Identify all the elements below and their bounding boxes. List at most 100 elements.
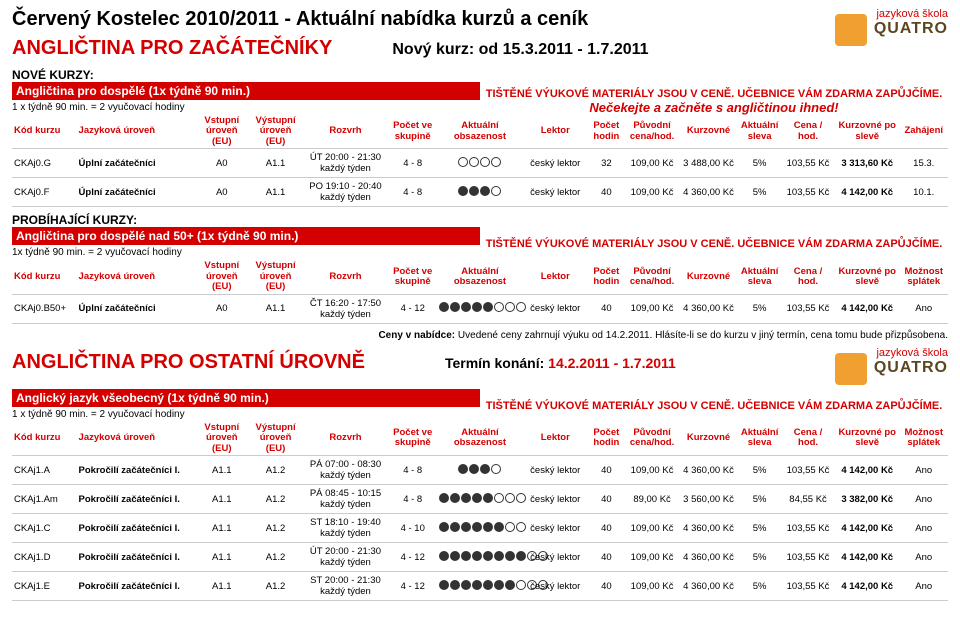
cell: 5% (738, 514, 781, 543)
section1-bar: Angličtina pro dospělé (1x týdně 90 min.… (12, 82, 480, 100)
cell: Pokročilí začátečníci I. (77, 456, 195, 485)
cell (437, 178, 523, 207)
col-header: Kurzovné (679, 260, 738, 294)
table-section1: Kód kurzuJazyková úroveňVstupní úroveň (… (12, 115, 948, 207)
term-pre: Termín konání: (445, 355, 548, 371)
cell: 4 - 12 (389, 543, 437, 572)
section3-msg1: TIŠTĚNÉ VÝUKOVÉ MATERIÁLY JSOU V CENĚ. U… (480, 400, 948, 412)
cell: český lektor (523, 149, 588, 178)
cell: 4 360,00 Kč (679, 178, 738, 207)
cell: 4 - 12 (389, 572, 437, 601)
col-header: Výstupní úroveň (EU) (249, 422, 303, 456)
table-row: CKAj0.GÚplní začátečníciA0A1.1ÚT 20:00 -… (12, 149, 948, 178)
cell: A1.1 (249, 294, 303, 323)
cell: 40 (588, 178, 626, 207)
cell: Ano (899, 456, 948, 485)
cell: český lektor (523, 485, 588, 514)
cell: 4 360,00 Kč (679, 514, 738, 543)
col-header: Vstupní úroveň (EU) (195, 260, 249, 294)
cell: A1.2 (249, 514, 303, 543)
table-row: CKAj1.EPokročilí začátečníci I.A1.1A1.2S… (12, 572, 948, 601)
section2-label: PROBÍHAJÍCÍ KURZY: (12, 213, 948, 227)
cell: 109,00 Kč (625, 514, 679, 543)
col-header: Možnost splátek (899, 422, 948, 456)
cell: 5% (738, 543, 781, 572)
cell: 4 360,00 Kč (679, 294, 738, 323)
col-header: Vstupní úroveň (EU) (195, 115, 249, 149)
cell: ÚT 20:00 - 21:30 každý týden (302, 543, 388, 572)
col-header: Původní cena/hod. (625, 115, 679, 149)
table-row: CKAj1.AmPokročilí začátečníci I.A1.1A1.2… (12, 485, 948, 514)
cell: 10.1. (899, 178, 948, 207)
cell: 4 142,00 Kč (835, 514, 900, 543)
col-header: Možnost splátek (899, 260, 948, 294)
cell: PÁ 07:00 - 08:30 každý týden (302, 456, 388, 485)
cell: Pokročilí začátečníci I. (77, 514, 195, 543)
col-header: Lektor (523, 260, 588, 294)
col-header: Jazyková úroveň (77, 115, 195, 149)
cell: Pokročilí začátečníci I. (77, 543, 195, 572)
table-row: CKAj1.CPokročilí začátečníci I.A1.1A1.2S… (12, 514, 948, 543)
cell: 40 (588, 294, 626, 323)
cell: Ano (899, 485, 948, 514)
cell: 89,00 Kč (625, 485, 679, 514)
col-header: Kód kurzu (12, 260, 77, 294)
section2-note: 1x týdně 90 min. = 2 vyučovací hodiny (12, 247, 480, 258)
cell: A0 (195, 294, 249, 323)
cell: A1.1 (195, 456, 249, 485)
cell: A1.1 (195, 572, 249, 601)
col-header: Kurzovné po slevě (835, 115, 900, 149)
cell: 4 360,00 Kč (679, 543, 738, 572)
cell: 32 (588, 149, 626, 178)
price-note-txt: Uvedené ceny zahrnují výuku od 14.2.2011… (458, 330, 948, 341)
table-row: CKAj0.B50+Úplní začátečníciA0A1.1ČT 16:2… (12, 294, 948, 323)
col-header: Aktuální obsazenost (437, 115, 523, 149)
col-header: Kurzovné (679, 422, 738, 456)
cell: ÚT 20:00 - 21:30 každý týden (302, 149, 388, 178)
col-header: Cena / hod. (781, 422, 835, 456)
section3-bar: Anglický jazyk všeobecný (1x týdně 90 mi… (12, 389, 480, 407)
cell: Ano (899, 572, 948, 601)
cell: 40 (588, 572, 626, 601)
cell: PÁ 08:45 - 10:15 každý týden (302, 485, 388, 514)
main-title: Červený Kostelec 2010/2011 - Aktuální na… (12, 8, 649, 31)
table-section2: Kód kurzuJazyková úroveňVstupní úroveň (… (12, 260, 948, 323)
col-header: Výstupní úroveň (EU) (249, 260, 303, 294)
cell (437, 514, 523, 543)
col-header: Lektor (523, 115, 588, 149)
col-header: Cena / hod. (781, 260, 835, 294)
cell: 40 (588, 543, 626, 572)
cell: český lektor (523, 456, 588, 485)
cell: 103,55 Kč (781, 456, 835, 485)
table-row: CKAj1.DPokročilí začátečníci I.A1.1A1.2Ú… (12, 543, 948, 572)
cell: 103,55 Kč (781, 294, 835, 323)
col-header: Rozvrh (302, 422, 388, 456)
cell: A1.1 (249, 178, 303, 207)
cell: 109,00 Kč (625, 456, 679, 485)
cell: CKAj1.A (12, 456, 77, 485)
cell: 3 382,00 Kč (835, 485, 900, 514)
col-header: Kurzovné po slevě (835, 422, 900, 456)
cell: 4 360,00 Kč (679, 572, 738, 601)
col-header: Aktuální obsazenost (437, 260, 523, 294)
cell (437, 572, 523, 601)
cell: PO 19:10 - 20:40 každý týden (302, 178, 388, 207)
cell: český lektor (523, 572, 588, 601)
cell: 109,00 Kč (625, 149, 679, 178)
cell: A1.2 (249, 456, 303, 485)
col-header: Počet ve skupině (389, 422, 437, 456)
cell: 5% (738, 456, 781, 485)
cell: CKAj0.B50+ (12, 294, 77, 323)
cell: český lektor (523, 514, 588, 543)
cell: A1.1 (195, 514, 249, 543)
cell: CKAj1.D (12, 543, 77, 572)
col-header: Počet ve skupině (389, 260, 437, 294)
new-course-label: Nový kurz: od 15.3.2011 - 1.7.2011 (392, 41, 648, 59)
col-header: Kód kurzu (12, 422, 77, 456)
cell: 109,00 Kč (625, 294, 679, 323)
cell (437, 543, 523, 572)
term-label: Termín konání: 14.2.2011 - 1.7.2011 (445, 355, 676, 371)
col-header: Počet hodin (588, 115, 626, 149)
cell (437, 149, 523, 178)
table-section3: Kód kurzuJazyková úroveňVstupní úroveň (… (12, 422, 948, 601)
